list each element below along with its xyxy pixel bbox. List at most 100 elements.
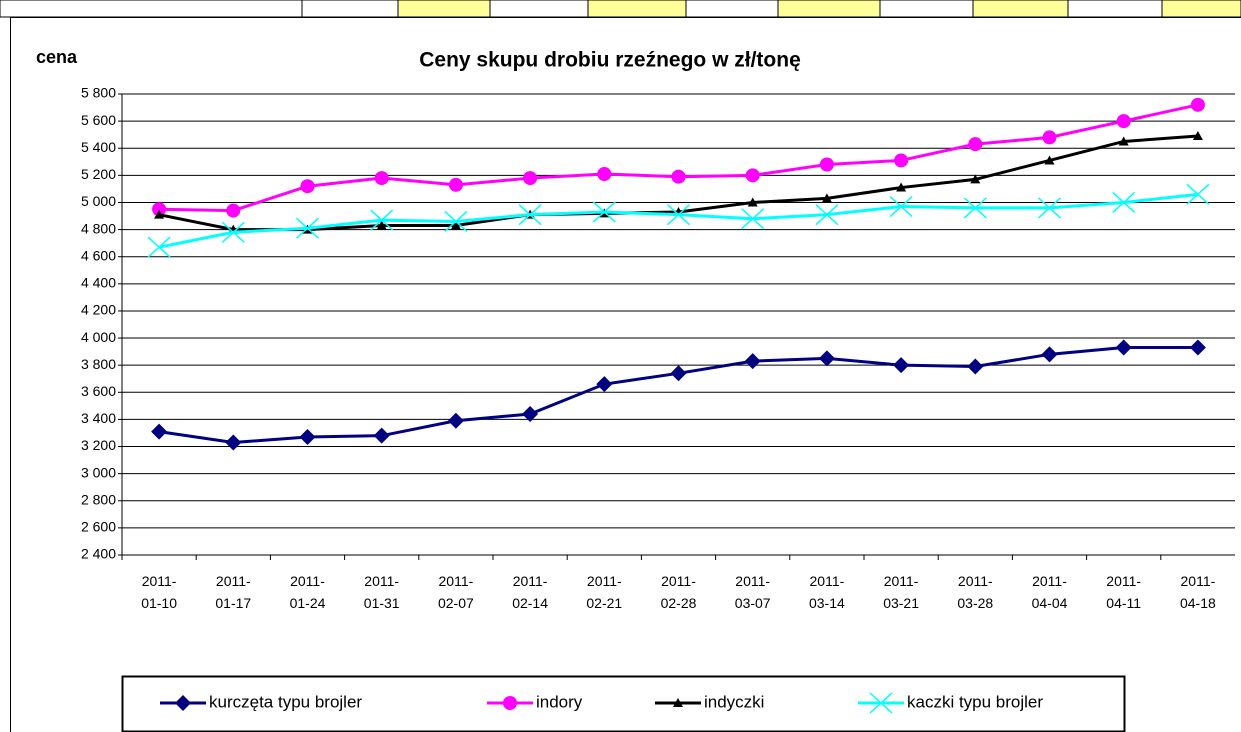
marker [1041,346,1058,363]
x-tick-label: 2011-01-10 [141,573,177,611]
cell [587,0,687,18]
x-tick-label: 2011-03-07 [734,573,771,611]
y-tick-label: 2 600 [81,519,116,535]
marker [225,434,242,451]
marker [818,350,835,367]
marker [151,423,168,440]
y-tick-label: 2 400 [81,546,116,562]
x-tick-label: 2011-03-14 [808,573,845,611]
marker [444,210,468,233]
marker [152,202,167,217]
marker [1116,114,1131,129]
chart-border [10,17,1241,732]
y-tick-label: 3 400 [81,410,116,426]
y-tick-label: 5 200 [81,166,116,182]
legend-label: indyczki [704,692,764,711]
marker [374,171,389,186]
y-tick-label: 4 400 [81,275,116,291]
y-tick-label: 5 800 [81,85,116,101]
x-tick-label: 2011-03-21 [883,573,919,611]
y-tick-label: 3 200 [81,437,116,453]
marker [970,174,981,184]
marker [226,203,241,218]
legend-marker [503,696,517,710]
marker [744,353,761,370]
marker [154,209,165,219]
x-tick-label: 2011-03-28 [957,573,994,611]
y-tick-label: 4 800 [81,220,116,236]
marker [666,204,691,226]
marker [967,358,984,375]
cell [685,0,779,18]
cell [397,0,491,18]
marker [1118,136,1129,146]
marker [373,427,390,444]
x-tick-label: 2011-04-04 [1031,573,1068,611]
marker [523,171,538,186]
legend-marker [869,692,893,714]
cell [972,0,1069,18]
marker [370,209,394,231]
y-tick-label: 4 000 [81,329,116,345]
marker [1190,97,1205,112]
x-tick-label: 2011-02-14 [512,573,548,611]
x-tick-label: 2011-02-28 [660,573,697,611]
marker [894,153,909,168]
marker [1037,197,1062,219]
marker [447,412,464,429]
marker [596,376,613,393]
marker [1192,131,1203,141]
marker [963,197,987,219]
cell [489,0,589,18]
marker [821,193,832,203]
marker [518,204,542,226]
marker [592,201,616,223]
marker [896,182,907,192]
legend-marker [673,698,683,707]
marker [671,169,686,184]
marker [522,405,539,422]
marker [1044,155,1055,165]
marker [819,157,834,172]
legend-label: kurczęta typu brojler [209,692,362,711]
marker [299,429,316,446]
x-tick-label: 2011-04-11 [1106,573,1142,611]
legend-label: indory [536,692,583,711]
marker [448,177,463,192]
legend-marker [175,695,191,711]
series-line [158,346,1198,444]
marker [670,365,687,382]
legend-label: kaczki typu brojler [907,692,1043,711]
chart-title: Ceny skupu drobiu rzeźnego w zł/tonę [419,49,801,72]
marker [815,204,839,226]
y-tick-label: 4 600 [81,247,116,263]
marker [741,208,765,230]
y-tick-label: 5 000 [81,193,116,209]
x-tick-label: 2011-01-31 [363,573,400,611]
marker [597,166,612,181]
marker [1189,339,1206,356]
marker [221,221,245,243]
cell [301,0,399,18]
x-tick-label: 2011-04-18 [1179,573,1216,611]
cell [777,0,881,18]
sheet-row [0,0,1241,18]
x-tick-label: 2011-01-24 [289,573,326,611]
x-tick-label: 2011-02-21 [586,573,623,611]
legend-box [121,675,1126,732]
y-tick-label: 4 200 [81,302,116,318]
marker [968,137,983,152]
cell [1161,0,1241,18]
cell [879,0,974,18]
x-tick-label: 2011-02-07 [437,573,474,611]
marker [1042,130,1057,145]
y-tick-label: 5 600 [81,112,116,128]
cell [1067,0,1163,18]
y-tick-label: 2 800 [81,491,116,507]
marker [745,168,760,183]
marker [889,195,913,218]
marker [747,197,758,207]
marker [450,220,461,230]
